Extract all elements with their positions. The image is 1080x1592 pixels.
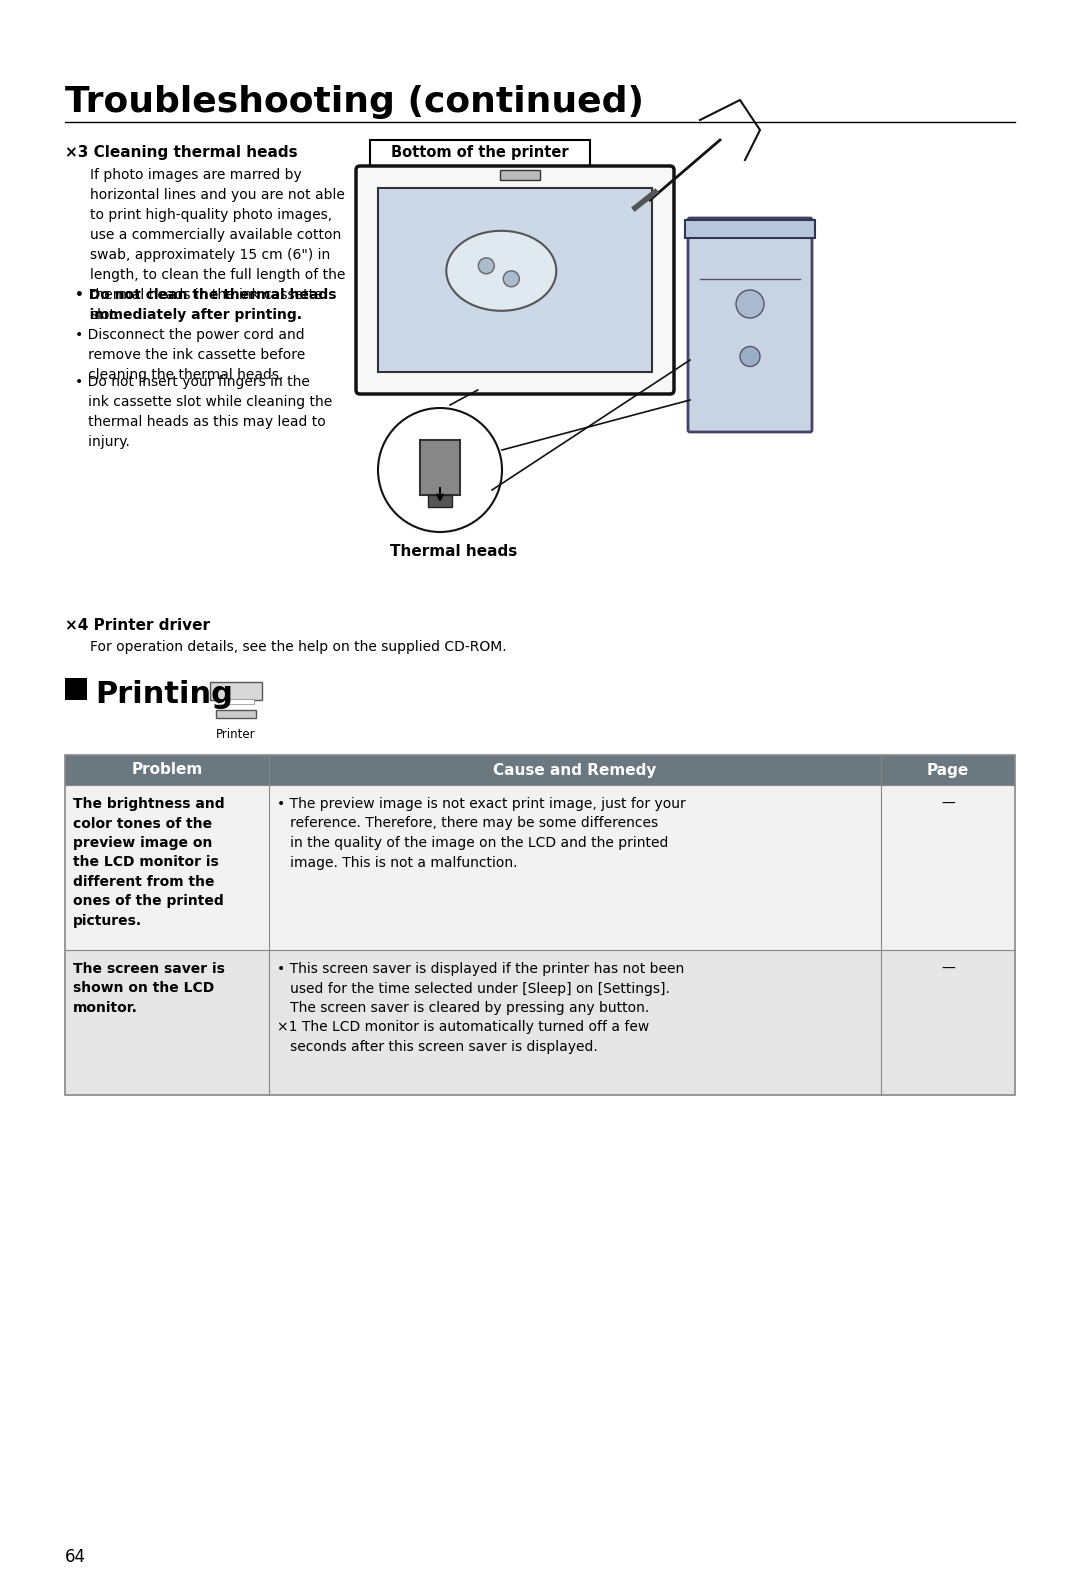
Circle shape xyxy=(735,290,764,318)
Circle shape xyxy=(740,347,760,366)
Bar xyxy=(499,170,540,180)
Circle shape xyxy=(478,258,495,274)
Text: Bottom of the printer: Bottom of the printer xyxy=(391,145,569,161)
Bar xyxy=(210,681,262,700)
Text: For operation details, see the help on the supplied CD-ROM.: For operation details, see the help on t… xyxy=(90,640,507,654)
Text: The screen saver is
shown on the LCD
monitor.: The screen saver is shown on the LCD mon… xyxy=(73,962,225,1016)
Circle shape xyxy=(503,271,519,287)
Text: 64: 64 xyxy=(65,1547,86,1567)
Text: Printer: Printer xyxy=(216,728,256,740)
Text: • Disconnect the power cord and
   remove the ink cassette before
   cleaning th: • Disconnect the power cord and remove t… xyxy=(75,328,306,382)
Bar xyxy=(370,140,590,166)
Bar xyxy=(65,755,1015,1095)
Text: —: — xyxy=(941,798,955,810)
Bar xyxy=(218,699,254,704)
Text: Thermal heads: Thermal heads xyxy=(390,544,517,559)
Bar xyxy=(65,755,1015,785)
Bar xyxy=(65,785,1015,950)
Text: • The preview image is not exact print image, just for your
   reference. Theref: • The preview image is not exact print i… xyxy=(276,798,686,869)
Circle shape xyxy=(378,408,502,532)
Bar xyxy=(65,678,87,700)
Text: • Do not insert your fingers in the
   ink cassette slot while cleaning the
   t: • Do not insert your fingers in the ink … xyxy=(75,376,333,449)
FancyBboxPatch shape xyxy=(688,218,812,431)
Text: If photo images are marred by
horizontal lines and you are not able
to print hig: If photo images are marred by horizontal… xyxy=(90,169,346,322)
Bar xyxy=(420,439,460,495)
Bar xyxy=(216,710,256,718)
Text: Problem: Problem xyxy=(132,763,203,777)
Bar xyxy=(65,950,1015,1095)
FancyBboxPatch shape xyxy=(356,166,674,393)
Bar xyxy=(685,220,815,237)
Ellipse shape xyxy=(446,231,556,310)
Text: —: — xyxy=(941,962,955,976)
Text: Printing: Printing xyxy=(95,680,233,708)
Text: ×3 Cleaning thermal heads: ×3 Cleaning thermal heads xyxy=(65,145,298,161)
Text: Cause and Remedy: Cause and Remedy xyxy=(494,763,657,777)
Bar xyxy=(378,188,652,373)
Text: The brightness and
color tones of the
preview image on
the LCD monitor is
differ: The brightness and color tones of the pr… xyxy=(73,798,225,928)
Text: • Do not clean the thermal heads
   immediately after printing.: • Do not clean the thermal heads immedia… xyxy=(75,288,337,322)
Text: • This screen saver is displayed if the printer has not been
   used for the tim: • This screen saver is displayed if the … xyxy=(276,962,685,1054)
Text: Page: Page xyxy=(927,763,969,777)
Bar xyxy=(428,495,453,506)
Text: ×4 Printer driver: ×4 Printer driver xyxy=(65,618,210,634)
Text: Troubleshooting (continued): Troubleshooting (continued) xyxy=(65,84,644,119)
